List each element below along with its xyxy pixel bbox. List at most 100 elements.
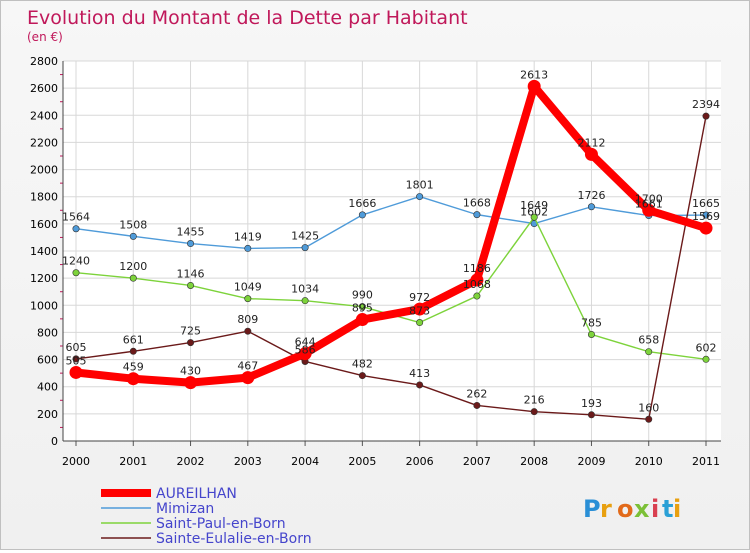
data-label: 895 (352, 302, 373, 315)
data-label: 1508 (119, 218, 147, 231)
data-point (587, 330, 595, 338)
data-point (473, 292, 481, 300)
data-label: 1666 (348, 197, 376, 210)
data-point (358, 372, 366, 380)
y-tick-label: 1000 (30, 299, 58, 312)
data-label: 658 (638, 334, 659, 347)
data-label: 1455 (177, 226, 205, 239)
data-label: 972 (409, 291, 430, 304)
series-line-sainte-eulalie-en-born (75, 115, 707, 420)
data-point (244, 295, 252, 303)
data-point (416, 381, 424, 389)
data-label: 809 (237, 313, 258, 326)
y-tick-label: 400 (37, 381, 58, 394)
y-tick-label: 200 (37, 408, 58, 421)
data-point (473, 401, 481, 409)
data-point (129, 274, 137, 282)
legend-label: AUREILHAN (156, 486, 237, 502)
x-tick-label: 2009 (577, 455, 605, 468)
data-point (413, 302, 427, 316)
data-label: 1661 (635, 198, 663, 211)
x-tick-label: 2010 (635, 455, 663, 468)
y-tick-label: 1800 (30, 191, 58, 204)
data-point (587, 203, 595, 211)
data-label: 2394 (692, 98, 720, 111)
data-label: 602 (696, 341, 717, 354)
data-point (187, 240, 195, 248)
data-label: 1801 (406, 179, 434, 192)
data-point (527, 79, 541, 93)
logo-letter: i (673, 495, 681, 523)
logo-letter: o (617, 495, 634, 523)
y-tick-label: 2400 (30, 109, 58, 122)
y-tick-label: 2200 (30, 136, 58, 149)
y-tick-label: 2000 (30, 164, 58, 177)
data-label: 873 (409, 305, 430, 318)
data-label: 1665 (692, 197, 720, 210)
legend: AUREILHANMimizanSaint-Paul-en-BornSainte… (101, 486, 312, 547)
y-tick-label: 0 (51, 435, 58, 448)
x-tick-label: 2005 (348, 455, 376, 468)
x-tick-label: 2001 (119, 455, 147, 468)
x-tick-label: 2007 (463, 455, 491, 468)
data-point (301, 297, 309, 305)
data-labels: 1564 1508 1455 1419 1425 1666 1801 1668 1602 1726… (62, 68, 720, 414)
data-label: 785 (581, 316, 602, 329)
data-label: 430 (180, 365, 201, 378)
data-point (187, 281, 195, 289)
data-point (699, 221, 713, 235)
data-point (298, 347, 312, 361)
data-point (72, 355, 80, 363)
data-point (358, 303, 366, 311)
data-label: 413 (409, 367, 430, 380)
data-point (642, 203, 656, 217)
data-label: 216 (524, 394, 545, 407)
x-tick-label: 2002 (177, 455, 205, 468)
logo-letter: r (600, 495, 612, 523)
data-point (187, 339, 195, 347)
data-point (358, 211, 366, 219)
data-point (473, 211, 481, 219)
data-point (72, 225, 80, 233)
y-tick-label: 1600 (30, 218, 58, 231)
data-label: 1726 (577, 189, 605, 202)
data-label: 605 (66, 341, 87, 354)
data-label: 482 (352, 358, 373, 371)
data-point (530, 408, 538, 416)
data-label: 1602 (520, 206, 548, 219)
data-point (355, 313, 369, 327)
data-label: 1240 (62, 255, 90, 268)
data-label: 160 (638, 401, 659, 414)
chart-subtitle: (en €) (27, 30, 63, 44)
series-line-mimizan (75, 195, 707, 250)
data-label: 1068 (463, 278, 491, 291)
data-label: 1186 (463, 262, 491, 275)
data-point (416, 319, 424, 327)
data-point (470, 273, 484, 287)
data-label: 1569 (692, 210, 720, 223)
data-label: 1200 (119, 260, 147, 273)
x-tick-label: 2003 (234, 455, 262, 468)
data-point (702, 211, 710, 219)
data-point (645, 415, 653, 423)
y-tick-label: 600 (37, 354, 58, 367)
data-label: 505 (66, 354, 87, 367)
data-label: 2613 (520, 68, 548, 81)
data-label: 644 (295, 336, 316, 349)
axes: 0 200 400 600 800 1000 1200 1400 1600 1800 2000 220… (30, 55, 721, 468)
x-tick-label: 2008 (520, 455, 548, 468)
data-label: 262 (466, 387, 487, 400)
y-tick-label: 2600 (30, 82, 58, 95)
x-tick-label: 2004 (291, 455, 319, 468)
data-point (72, 269, 80, 277)
data-label: 193 (581, 397, 602, 410)
data-label: 661 (123, 333, 144, 346)
data-point (702, 355, 710, 363)
data-label: 1425 (291, 230, 319, 243)
x-tick-label: 2011 (692, 455, 720, 468)
data-point (645, 348, 653, 356)
legend-label: Sainte-Eulalie-en-Born (156, 531, 312, 547)
data-label: 1564 (62, 211, 90, 224)
